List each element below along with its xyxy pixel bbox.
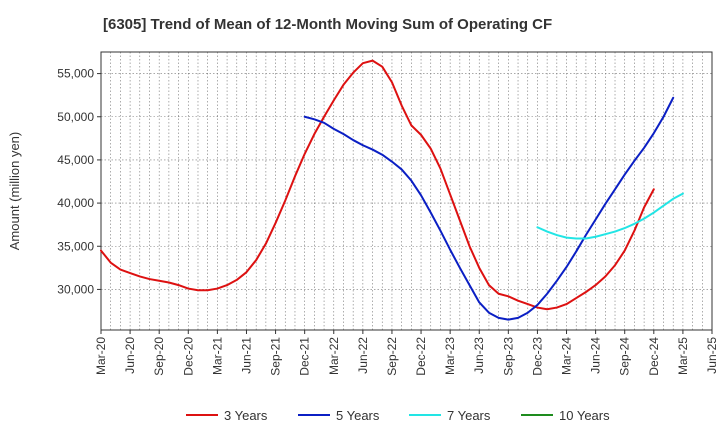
y-tick-label: 55,000	[57, 67, 94, 81]
x-tick-label: Jun-21	[239, 337, 253, 374]
x-tick-label: Sep-22	[385, 337, 399, 376]
x-tick-label: Sep-21	[269, 337, 283, 376]
legend: 3 Years 5 Years 7 Years 10 Years	[186, 408, 610, 423]
x-tick-label: Jun-20	[123, 337, 137, 374]
x-tick-label: Jun-25	[705, 337, 719, 374]
x-tick-label: Dec-23	[530, 337, 544, 376]
x-tick-label: Dec-24	[647, 337, 661, 376]
x-tick-label: Dec-22	[414, 337, 428, 376]
series-line-3-years	[100, 59, 655, 311]
legend-label: 10 Years	[559, 408, 610, 423]
y-tick-label: 45,000	[57, 153, 94, 167]
x-axis: Mar-20 Jun-20 Sep-20 Dec-20 Mar-21 Jun-21 Sep-…	[94, 330, 719, 376]
x-tick-label: Mar-20	[94, 337, 108, 375]
x-tick-label: Mar-21	[210, 337, 224, 375]
x-tick-label: Jun-24	[589, 337, 603, 374]
plot-area	[100, 51, 713, 331]
y-axis: 30,000 35,000 40,000 45,000 50,000 55,000	[57, 67, 101, 296]
x-tick-label: Mar-22	[327, 337, 341, 375]
series-group	[100, 59, 684, 321]
x-tick-label: Jun-22	[356, 337, 370, 374]
grid	[101, 52, 712, 330]
x-tick-label: Mar-25	[676, 337, 690, 375]
y-tick-label: 30,000	[57, 282, 94, 296]
series-line-5-years	[303, 96, 675, 321]
chart-title: [6305] Trend of Mean of 12-Month Moving …	[103, 16, 552, 33]
legend-label: 7 Years	[447, 408, 491, 423]
x-tick-label: Sep-24	[618, 337, 632, 376]
x-tick-label: Sep-23	[501, 337, 515, 376]
x-tick-label: Dec-21	[298, 337, 312, 376]
legend-label: 3 Years	[224, 408, 268, 423]
x-tick-label: Mar-23	[443, 337, 457, 375]
legend-label: 5 Years	[336, 408, 380, 423]
y-tick-label: 40,000	[57, 196, 94, 210]
series-line-7-years	[536, 192, 684, 240]
x-tick-label: Mar-24	[560, 337, 574, 375]
y-axis-label: Amount (million yen)	[7, 132, 22, 251]
x-tick-label: Jun-23	[472, 337, 486, 374]
y-tick-label: 50,000	[57, 110, 94, 124]
y-tick-label: 35,000	[57, 239, 94, 253]
x-tick-label: Sep-20	[152, 337, 166, 376]
x-tick-label: Dec-20	[181, 337, 195, 376]
